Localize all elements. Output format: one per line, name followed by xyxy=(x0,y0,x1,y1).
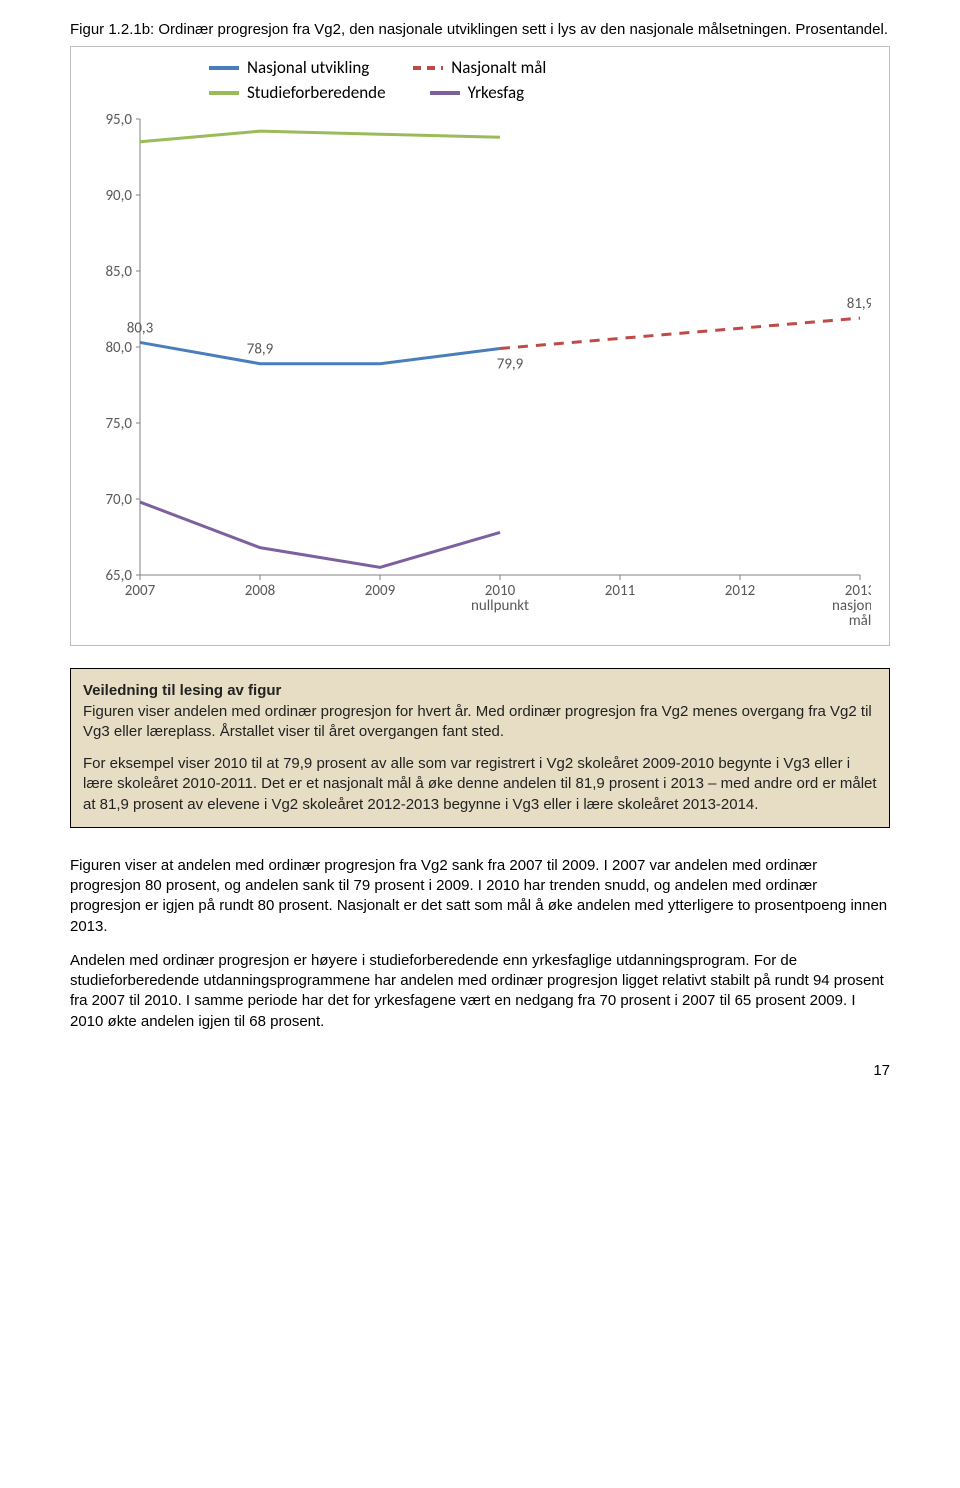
legend-studie: Studieforberedende xyxy=(209,82,386,103)
chart-container: Nasjonal utvikling Nasjonalt mål Studief… xyxy=(70,46,890,646)
svg-text:mål: mål xyxy=(849,612,871,630)
chart-legend: Nasjonal utvikling Nasjonalt mål Studief… xyxy=(209,57,871,103)
svg-text:2009: 2009 xyxy=(365,582,396,600)
svg-text:90,0: 90,0 xyxy=(105,187,132,205)
body-paragraph: Andelen med ordinær progresjon er høyere… xyxy=(70,951,890,1032)
legend-label: Nasjonal utvikling xyxy=(247,57,369,78)
info-box: Veiledning til lesing av figur Figuren v… xyxy=(70,668,890,828)
body-text: Figuren viser at andelen med ordinær pro… xyxy=(70,856,890,1032)
svg-text:2011: 2011 xyxy=(605,582,635,600)
svg-text:2012: 2012 xyxy=(725,582,755,600)
info-text: For eksempel viser 2010 til at 79,9 pros… xyxy=(83,754,877,815)
svg-text:79,9: 79,9 xyxy=(497,356,524,374)
legend-label: Yrkesfag xyxy=(468,82,525,103)
svg-text:81,9: 81,9 xyxy=(847,295,871,313)
svg-text:95,0: 95,0 xyxy=(105,111,132,129)
svg-text:80,0: 80,0 xyxy=(105,339,132,357)
legend-label: Nasjonalt mål xyxy=(451,57,546,78)
legend-nasjonal: Nasjonal utvikling xyxy=(209,57,369,78)
body-paragraph: Figuren viser at andelen med ordinær pro… xyxy=(70,856,890,937)
svg-text:78,9: 78,9 xyxy=(247,341,274,359)
info-heading: Veiledning til lesing av figur xyxy=(83,682,281,699)
legend-label: Studieforberedende xyxy=(247,82,386,103)
legend-swatch xyxy=(430,91,460,95)
legend-mal: Nasjonalt mål xyxy=(413,57,546,78)
svg-text:70,0: 70,0 xyxy=(105,491,132,509)
chart-svg: 65,070,075,080,085,090,095,0200720082009… xyxy=(89,111,871,631)
info-text: Figuren viser andelen med ordinær progre… xyxy=(83,703,872,740)
figure-title: Figur 1.2.1b: Ordinær progresjon fra Vg2… xyxy=(70,20,890,40)
svg-text:75,0: 75,0 xyxy=(105,415,132,433)
svg-text:80,3: 80,3 xyxy=(127,320,154,338)
legend-yrkes: Yrkesfag xyxy=(430,82,525,103)
page-number: 17 xyxy=(70,1062,890,1079)
legend-swatch xyxy=(413,66,443,70)
chart-plot: 65,070,075,080,085,090,095,0200720082009… xyxy=(89,111,871,631)
svg-text:nullpunkt: nullpunkt xyxy=(471,597,529,615)
svg-text:85,0: 85,0 xyxy=(105,263,132,281)
legend-swatch xyxy=(209,66,239,70)
legend-swatch xyxy=(209,91,239,95)
svg-text:2008: 2008 xyxy=(245,582,275,600)
svg-text:2007: 2007 xyxy=(125,582,156,600)
